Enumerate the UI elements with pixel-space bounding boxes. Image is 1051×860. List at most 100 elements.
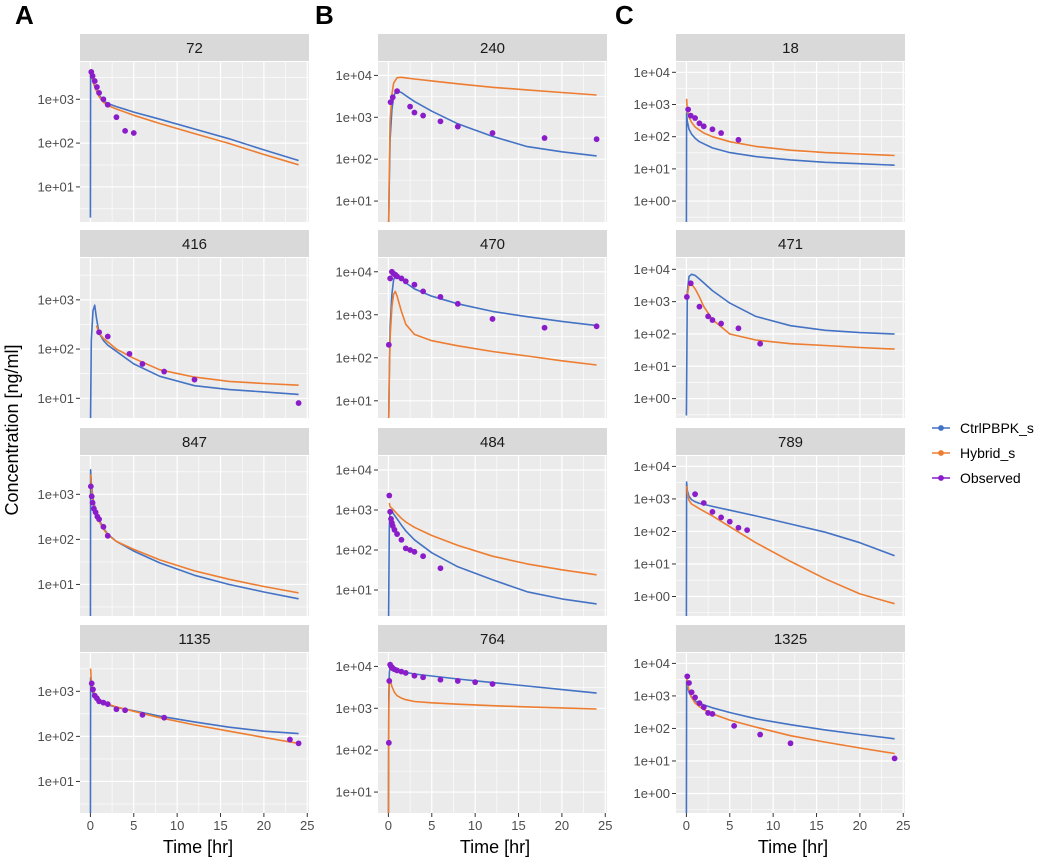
facet-strip — [676, 34, 905, 61]
data-layer — [683, 273, 895, 416]
legend-item-ctrlpbpk-s: CtrlPBPK_s — [932, 420, 1034, 436]
x-tick-label: 20 — [257, 818, 271, 833]
observed-point — [692, 115, 698, 121]
observed-point — [139, 711, 146, 718]
facet-b-3: 484 1e+01 1e+02 1e+03 1e+04 — [335, 428, 607, 616]
x-tick-label: 5 — [428, 818, 435, 833]
y-tick-label: 1e+00 — [633, 589, 670, 604]
y-tick-label: 1e+01 — [633, 753, 670, 768]
y-tick-label: 1e+03 — [37, 92, 74, 107]
facet-title: 847 — [182, 434, 207, 451]
observed-point — [96, 516, 102, 523]
x-tick-label: 0 — [87, 818, 94, 833]
data-layer — [88, 69, 299, 218]
y-tick-label: 1e+01 — [37, 774, 74, 789]
plot-area — [378, 456, 607, 616]
observed-point — [104, 101, 111, 108]
y-tick-label: 1e+03 — [633, 491, 670, 506]
observed-point — [709, 126, 716, 133]
observed-point — [757, 340, 764, 347]
observed-point — [104, 701, 111, 708]
observed-point — [407, 103, 413, 110]
y-tick-label: 1e+03 — [633, 294, 670, 309]
observed-point — [96, 89, 102, 96]
y-tick-label: 1e+03 — [37, 292, 74, 307]
y-tick-label: 1e+03 — [335, 110, 372, 125]
y-tick-label: 1e+01 — [37, 179, 74, 194]
observed-point — [387, 275, 394, 282]
facet-strip — [676, 625, 905, 652]
hybrid-s-line — [95, 325, 299, 386]
observed-point — [411, 672, 418, 679]
y-tick-label: 1e+03 — [335, 307, 372, 322]
observed-point — [126, 350, 133, 357]
observed-point — [389, 94, 396, 101]
y-tick-label: 1e+04 — [335, 659, 372, 674]
observed-point — [420, 674, 427, 681]
observed-point — [411, 281, 418, 288]
y-tick-label: 1e+04 — [335, 68, 372, 83]
data-layer — [684, 673, 898, 813]
y-tick-label: 1e+02 — [633, 524, 670, 539]
observed-point — [394, 667, 400, 674]
facet-strip — [378, 428, 607, 455]
y-tick-label: 1e+01 — [633, 161, 670, 176]
observed-point — [402, 278, 409, 285]
panel-letter-c: C — [615, 0, 634, 30]
observed-point — [744, 527, 751, 534]
y-tick-label: 1e+04 — [335, 463, 372, 478]
y-tick-label: 1e+03 — [633, 97, 670, 112]
legend-label: CtrlPBPK_s — [960, 420, 1034, 436]
plot-area — [676, 456, 905, 616]
legend: CtrlPBPK_s Hybrid_s Observed — [932, 420, 1034, 486]
y-tick-label: 1e+02 — [633, 721, 670, 736]
facet-title: 1325 — [774, 631, 807, 648]
x-tick-label: 10 — [766, 818, 780, 833]
observed-point — [709, 317, 716, 323]
y-tick-label: 1e+00 — [633, 786, 670, 801]
data-layer — [385, 268, 600, 418]
x-tick-label: 25 — [598, 818, 612, 833]
x-axis-title-b: Time [hr] — [460, 837, 530, 857]
facet-strip — [80, 230, 309, 257]
y-tick-label: 1e+01 — [335, 393, 372, 408]
legend-key-point — [938, 475, 944, 481]
y-tick-label: 1e+03 — [335, 701, 372, 716]
observed-point — [420, 553, 427, 560]
observed-point — [735, 524, 742, 531]
y-tick-label: 1e+04 — [633, 656, 670, 671]
facet-panels: 72 1e+01 1e+02 1e+03 416 1e+01 1e+02 1e+03 847 1e… — [37, 34, 910, 833]
facet-strip — [80, 625, 309, 652]
observed-point — [437, 565, 444, 572]
observed-point — [718, 130, 725, 136]
y-tick-label: 1e+02 — [335, 743, 372, 758]
observed-point — [709, 711, 716, 717]
facet-a-3: 847 1e+01 1e+02 1e+03 — [37, 428, 309, 616]
observed-point — [541, 324, 548, 331]
facet-strip — [80, 34, 309, 61]
hybrid-s-line — [388, 502, 597, 576]
observed-point — [692, 491, 698, 498]
facet-b-2: 470 1e+01 1e+02 1e+03 1e+04 — [335, 230, 607, 418]
facet-strip — [676, 428, 905, 455]
x-tick-label: 15 — [511, 818, 525, 833]
facet-strip — [378, 230, 607, 257]
plot-area — [676, 258, 905, 418]
observed-point — [696, 120, 703, 127]
observed-point — [104, 333, 111, 340]
observed-point — [87, 483, 94, 490]
facet-c-2: 471 1e+00 1e+01 1e+02 1e+03 1e+04 — [633, 230, 905, 418]
facet-strip — [80, 428, 309, 455]
observed-point — [122, 127, 129, 134]
plot-area — [676, 653, 905, 813]
observed-point — [295, 400, 302, 406]
panel-letter-b: B — [315, 0, 334, 30]
observed-point — [407, 547, 413, 553]
observed-point — [394, 88, 400, 95]
observed-point — [686, 680, 692, 686]
observed-point — [687, 112, 694, 119]
y-tick-label: 1e+00 — [633, 194, 670, 209]
observed-point — [593, 323, 600, 330]
plot-area — [80, 258, 309, 418]
observed-point — [398, 275, 405, 282]
